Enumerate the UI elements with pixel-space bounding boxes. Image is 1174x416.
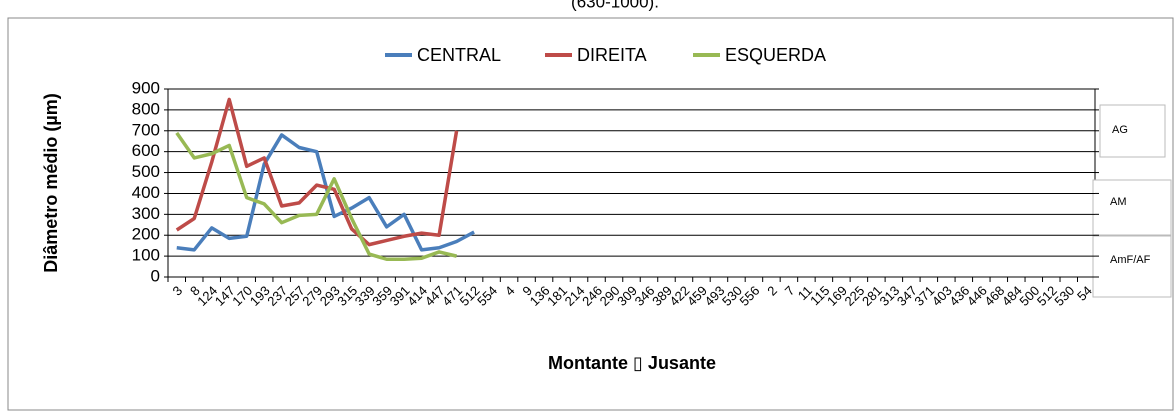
annotation: AmF/AF (1110, 254, 1151, 266)
series-line (175, 131, 458, 261)
legend-label: CENTRAL (417, 45, 501, 65)
y-tick-label: 200 (132, 225, 160, 244)
legend-label: DIREITA (577, 45, 647, 65)
x-axis-label: Montante ▯ Jusante (548, 353, 716, 373)
series-line (175, 97, 459, 247)
y-tick-label: 800 (132, 99, 160, 118)
y-tick-label: 900 (132, 78, 160, 97)
annotation-box (1092, 235, 1172, 298)
y-tick-label: 400 (132, 183, 160, 202)
y-axis-label: Diâmetro médio (µm) (41, 93, 61, 272)
series-line (176, 133, 475, 252)
chart-title: (630-1000). (571, 0, 659, 11)
y-tick-label: 100 (132, 246, 160, 265)
y-tick-label: 300 (132, 204, 160, 223)
title-mask (430, 0, 730, 16)
y-tick-label: 0 (151, 266, 160, 285)
annotation: AM (1110, 196, 1127, 208)
y-tick-label: 700 (132, 120, 160, 139)
annotation-box (1099, 104, 1166, 158)
legend-label: ESQUERDA (725, 45, 826, 65)
annotation-box (1092, 179, 1172, 236)
y-tick-label: 500 (132, 162, 160, 181)
annotation: AG (1112, 124, 1128, 136)
y-tick-label: 600 (132, 141, 160, 160)
